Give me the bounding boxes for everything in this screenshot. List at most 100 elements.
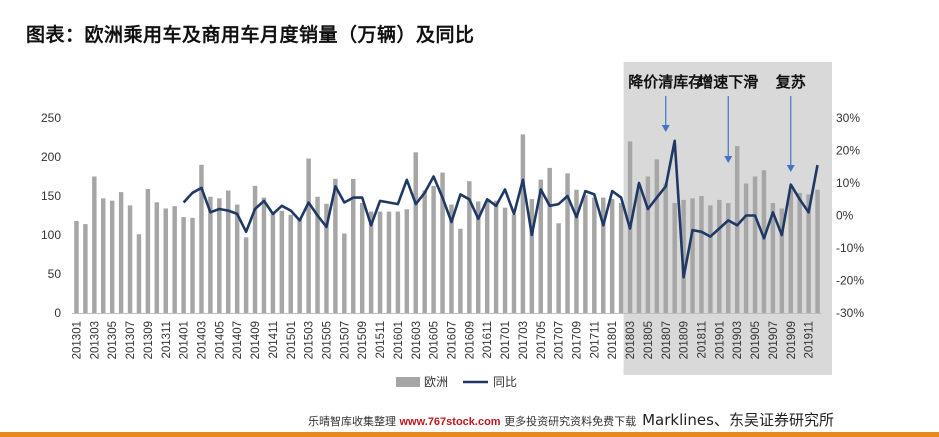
bar	[172, 206, 177, 313]
bar	[315, 196, 320, 313]
x-tick-label: 201301	[71, 321, 83, 359]
legend-label-bar: 欧洲	[424, 375, 448, 389]
bar	[368, 211, 374, 313]
bar	[395, 211, 401, 313]
bar	[279, 210, 285, 313]
x-tick-label: 201505	[321, 321, 333, 359]
bar	[690, 198, 695, 313]
x-tick-label: 201401	[179, 321, 191, 359]
bar	[127, 205, 133, 313]
annotation-arrow-head	[724, 156, 733, 163]
x-tick-label: 201607	[446, 321, 458, 359]
bar	[770, 203, 776, 313]
x-tick-label: 201601	[393, 321, 405, 359]
x-tick-label: 201909	[786, 321, 798, 359]
y-left-tick-label: 100	[41, 228, 61, 242]
bar	[681, 199, 686, 313]
bar	[386, 211, 392, 313]
bar	[270, 212, 276, 313]
bar	[520, 134, 526, 313]
bar	[672, 203, 677, 313]
footer-url[interactable]: www.767stock.com	[399, 416, 501, 428]
x-tick-label: 201911	[804, 321, 816, 359]
annotation-arrow-head	[786, 165, 795, 172]
bar	[806, 194, 811, 313]
bar	[493, 200, 499, 313]
bar	[288, 214, 293, 313]
y-right-tick-label: -10%	[836, 241, 864, 255]
bar	[743, 183, 749, 313]
footer-suffix: 更多投资研究资料免费下载	[504, 415, 637, 428]
bar	[199, 164, 204, 313]
x-tick-label: 201711	[589, 321, 601, 359]
y-right-tick-label: 0%	[836, 209, 854, 223]
bar	[342, 233, 347, 313]
x-tick-label: 201707	[554, 321, 566, 359]
bar	[618, 203, 624, 313]
bar	[484, 200, 490, 313]
annotation-label: 降价清库存	[628, 73, 703, 91]
bar	[458, 228, 463, 313]
bar	[226, 190, 231, 313]
bar	[663, 183, 668, 313]
bar	[234, 204, 240, 313]
x-tick-label: 201405	[214, 321, 226, 359]
bar	[181, 217, 186, 313]
bar	[636, 184, 642, 313]
x-tick-label: 201503	[304, 321, 316, 359]
bar	[788, 189, 793, 313]
bottom-accent-line	[0, 432, 939, 437]
bar	[645, 176, 651, 313]
x-tick-label: 201303	[89, 321, 101, 359]
bar	[163, 208, 168, 313]
bar	[208, 196, 213, 313]
bar	[413, 152, 418, 313]
annotation-label: 增速下滑	[698, 73, 758, 91]
x-tick-label: 201605	[429, 321, 441, 359]
bar	[699, 196, 704, 313]
bar	[297, 217, 302, 313]
bar	[324, 203, 329, 313]
bar	[118, 192, 124, 313]
bar	[717, 199, 722, 313]
bar	[797, 192, 802, 313]
bar	[761, 170, 767, 313]
bar	[601, 197, 606, 313]
bar	[306, 158, 311, 313]
x-tick-label: 201907	[768, 321, 780, 359]
legend-swatch-bar	[396, 377, 420, 387]
bar	[431, 185, 436, 313]
x-tick-label: 201905	[750, 321, 762, 359]
chart-title: 图表：欧洲乘用车及商用车月度销量（万辆）及同比	[26, 24, 475, 46]
bar	[83, 224, 88, 313]
bar	[752, 176, 758, 313]
bar	[101, 198, 106, 313]
x-tick-label: 201511	[375, 321, 387, 359]
bar	[422, 190, 427, 313]
bar	[404, 209, 410, 313]
footer-source: Marklines、东吴证券研究所	[642, 411, 834, 429]
x-tick-label: 201411	[268, 321, 280, 359]
bar	[154, 202, 160, 313]
x-tick-label: 201803	[625, 321, 637, 359]
x-tick-label: 201501	[286, 321, 298, 359]
x-tick-label: 201409	[250, 321, 262, 359]
y-right-tick-label: -20%	[836, 274, 864, 288]
bar	[609, 199, 615, 313]
footer-prefix: 乐晴智库收集整理	[308, 415, 396, 428]
x-tick-label: 201603	[411, 321, 423, 359]
y-left-tick-label: 0	[54, 306, 61, 320]
bar	[815, 189, 820, 313]
bar	[190, 217, 195, 313]
x-tick-label: 201805	[643, 321, 655, 359]
y-right-tick-label: 30%	[836, 111, 860, 125]
bar	[476, 201, 481, 313]
bar	[449, 204, 454, 313]
bar	[351, 178, 356, 313]
bar	[377, 211, 383, 313]
bar	[538, 179, 543, 313]
bar	[654, 159, 660, 313]
bar	[333, 178, 338, 313]
bar	[243, 237, 249, 313]
x-tick-label: 201901	[714, 321, 726, 359]
